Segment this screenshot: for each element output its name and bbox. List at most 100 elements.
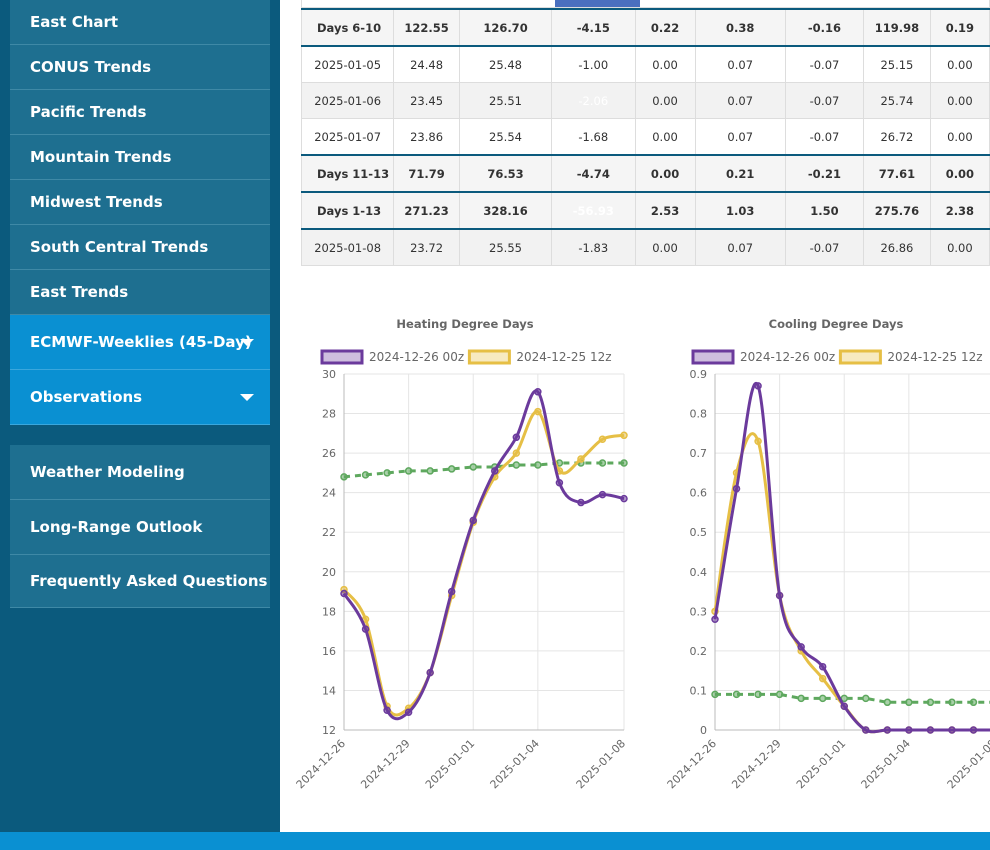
table-cell: Days 6-10	[300, 8, 395, 47]
nav-item[interactable]: East Trends	[10, 270, 270, 315]
data-point	[969, 726, 978, 734]
table-row: Days 11-13 71.79 76.53 -4.74 0.00 0.21 -0.21 77…	[300, 154, 990, 193]
nav-item[interactable]: Pacific Trends	[10, 90, 270, 135]
nav-item[interactable]: Midwest Trends	[10, 180, 270, 225]
y-tick-label: 0.7	[690, 447, 708, 460]
x-tick-label: 2024-12-29	[729, 737, 783, 791]
data-point	[598, 435, 607, 444]
y-tick-label: 18	[322, 605, 336, 618]
data-point	[905, 698, 913, 707]
y-tick-label: 24	[322, 487, 336, 500]
table-cell: Days 11-13	[300, 154, 395, 193]
table-cell: 0.00	[929, 45, 990, 83]
nav-item[interactable]: East Chart	[10, 0, 270, 45]
table-row: 2025-01-06 23.45 25.51 -2.06 0.00 0.07 -0.07 25…	[300, 82, 990, 119]
table-cell: 0.00	[634, 82, 696, 119]
table-cell: -4.74	[551, 154, 636, 193]
data-point	[512, 433, 521, 442]
y-tick-label: 0.9	[690, 368, 708, 381]
y-tick-label: 12	[322, 724, 336, 737]
data-point	[469, 516, 477, 525]
nav-link[interactable]: Frequently Asked Questions	[10, 555, 270, 608]
data-point	[598, 490, 607, 499]
data-point	[818, 674, 827, 683]
data-point	[883, 726, 892, 734]
legend-swatch	[838, 349, 882, 365]
table-cell: 2.53	[634, 191, 696, 230]
table-cell: 0.07	[694, 118, 786, 156]
x-tick-label: 2024-12-29	[358, 737, 412, 791]
table-cell: 23.72	[393, 228, 460, 266]
data-point	[404, 708, 413, 716]
data-point	[754, 690, 762, 699]
data-point	[620, 494, 628, 503]
table-row: Days 6-10 122.55 126.70 -4.15 0.22 0.38 -0.16 1…	[300, 8, 990, 47]
table-cell: 0.00	[929, 154, 990, 193]
chart-title: Cooling Degree Days	[769, 317, 904, 331]
footer-bar	[0, 832, 990, 850]
y-tick-label: 0.1	[690, 684, 708, 697]
x-tick-label: 2025-01-04	[859, 737, 913, 791]
data-point	[620, 459, 628, 467]
dropdown-arrow	[240, 339, 254, 346]
data-point	[426, 668, 434, 677]
nav-item[interactable]: Mountain Trends	[10, 135, 270, 180]
x-tick-label: 2025-01-08	[945, 737, 990, 791]
nav-link[interactable]: Long-Range Outlook	[10, 500, 270, 555]
table-cell: -0.16	[784, 8, 865, 47]
y-tick-label: 28	[322, 408, 336, 421]
data-point	[732, 690, 741, 699]
data-point	[361, 625, 370, 633]
y-tick-label: 0.3	[690, 605, 708, 618]
data-point	[620, 431, 628, 440]
nav-label: Mountain Trends	[30, 148, 172, 166]
nav-item[interactable]: Observations	[10, 370, 270, 425]
data-point	[404, 467, 413, 475]
data-point	[534, 461, 542, 469]
y-tick-label: 0.6	[690, 487, 708, 500]
legend-label: 2024-12-25 12z	[516, 350, 611, 364]
table-cell: 0.38	[694, 8, 786, 47]
nav-label: ECMWF-Weeklies (45-Day)	[30, 333, 252, 351]
table-cell: 71.79	[393, 154, 460, 193]
y-tick-label: 0.5	[690, 526, 708, 539]
data-point	[383, 469, 391, 477]
y-tick-label: 0	[700, 724, 707, 737]
data-point	[340, 589, 348, 598]
table-cell: 2025-01-06	[300, 82, 395, 119]
table-row: Days 1-13 271.23 328.16 -56.93 2.53 1.03 1.50 2…	[300, 191, 990, 230]
table-cell: 2025-01-08	[300, 228, 395, 266]
table-cell: 24.48	[393, 45, 460, 83]
table-cell: 25.15	[863, 45, 931, 83]
legend-swatch	[320, 349, 364, 365]
nav-link[interactable]: Weather Modeling	[10, 445, 270, 500]
y-tick-label: 14	[322, 684, 336, 697]
data-point	[926, 726, 935, 734]
table-cell: 0.21	[694, 154, 786, 193]
nav-label: Pacific Trends	[30, 103, 147, 121]
sidebar: East Chart CONUS Trends Pacific Trends Moun…	[0, 0, 280, 832]
data-point	[711, 690, 719, 699]
table-row: 2025-01-07 23.86 25.54 -1.68 0.00 0.07 -0.07 26…	[300, 118, 990, 156]
table-cell: 271.23	[393, 191, 460, 230]
nav-label: Midwest Trends	[30, 193, 163, 211]
table-cell: 26.72	[863, 118, 931, 156]
data-point	[818, 694, 827, 703]
series-line	[713, 381, 990, 734]
table-cell: -4.15	[551, 8, 636, 47]
data-point	[534, 407, 542, 416]
x-tick-label: 2024-12-26	[294, 737, 348, 791]
charts: Heating Degree Days 2024-12-26 00z 2024-12…	[294, 317, 990, 791]
nav-item[interactable]: South Central Trends	[10, 225, 270, 270]
data-point	[361, 471, 370, 479]
data-table: Days 6-10 122.55 126.70 -4.15 0.22 0.38 -0.16 1…	[300, 8, 990, 266]
table-cell: -56.93	[551, 191, 636, 230]
nav-item[interactable]: CONUS Trends	[10, 45, 270, 90]
legend-swatch	[467, 349, 511, 365]
table-cell: 0.07	[694, 228, 786, 266]
table-cell: 0.00	[634, 154, 696, 193]
series-line	[713, 432, 990, 734]
nav-item[interactable]: ECMWF-Weeklies (45-Day)	[10, 315, 270, 370]
table-cell: 2025-01-07	[300, 118, 395, 156]
